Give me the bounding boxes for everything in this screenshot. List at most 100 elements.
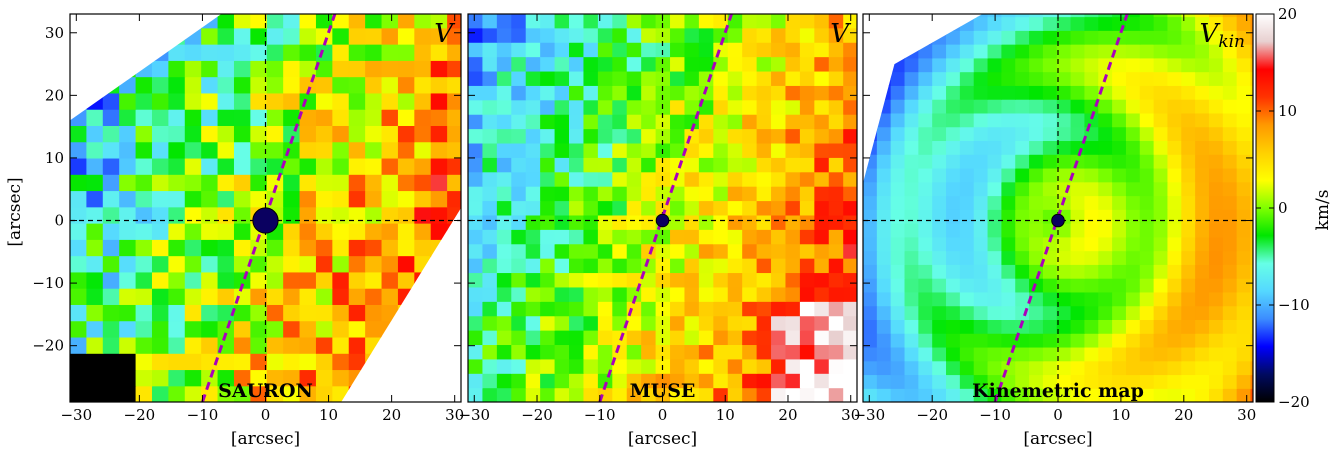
velocity-bin (1125, 209, 1141, 224)
velocity-bin (932, 112, 947, 128)
velocity-bin (799, 373, 815, 389)
velocity-bin (1056, 112, 1072, 128)
velocity-bin (1139, 126, 1155, 142)
velocity-bin (283, 206, 301, 224)
velocity-bin (771, 315, 787, 331)
velocity-bin (959, 264, 975, 279)
velocity-bin (1056, 374, 1072, 389)
velocity-bin (1112, 250, 1127, 265)
velocity-bin (670, 14, 686, 29)
velocity-bin (365, 304, 383, 322)
velocity-bin (1153, 319, 1169, 334)
velocity-bin (670, 301, 686, 317)
velocity-bin (904, 112, 919, 128)
velocity-bin (904, 44, 919, 59)
velocity-bin (918, 167, 933, 183)
velocity-bin (1250, 85, 1253, 100)
velocity-bin (771, 243, 787, 259)
velocity-bin (1250, 99, 1253, 114)
velocity-bin (511, 387, 527, 402)
velocity-bin (397, 206, 415, 224)
velocity-bin (184, 44, 202, 61)
velocity-bin (727, 99, 743, 115)
velocity-bin (814, 114, 830, 130)
velocity-bin (496, 229, 512, 245)
velocity-bin (1056, 264, 1072, 279)
velocity-bin (828, 171, 844, 187)
velocity-bin (201, 369, 219, 387)
velocity-bin (468, 301, 484, 317)
velocity-bin (70, 76, 87, 94)
velocity-bin (918, 112, 933, 128)
velocity-bin (1029, 167, 1044, 183)
velocity-bin (315, 336, 333, 354)
velocity-bin (250, 385, 268, 402)
velocity-bin (670, 243, 686, 259)
velocity-bin (1001, 388, 1016, 402)
velocity-bin (233, 14, 251, 29)
velocity-bin (946, 57, 961, 73)
velocity-bin (1181, 99, 1196, 114)
velocity-bin (540, 272, 556, 288)
velocity-bin (119, 223, 137, 240)
velocity-bin (1015, 16, 1030, 31)
velocity-bin (365, 271, 383, 289)
velocity-bin (828, 358, 844, 374)
velocity-bin (1125, 360, 1141, 376)
velocity-bin (1015, 250, 1030, 265)
velocity-bin (283, 304, 301, 322)
velocity-bin (698, 315, 714, 331)
velocity-bin (890, 181, 906, 197)
velocity-bin (569, 286, 585, 302)
velocity-bin (233, 223, 251, 240)
velocity-bin (1236, 16, 1252, 31)
velocity-bin (1195, 126, 1210, 142)
velocity-bin (1236, 388, 1252, 402)
velocity-bin (86, 190, 104, 208)
velocity-bin (569, 128, 585, 144)
velocity-bin (1153, 167, 1169, 183)
velocity-bin (742, 27, 758, 43)
velocity-bin (771, 214, 787, 230)
velocity-bin (973, 374, 989, 389)
velocity-bin (1139, 181, 1155, 197)
velocity-bin (525, 387, 541, 402)
velocity-bin (918, 278, 933, 293)
velocity-bin (727, 286, 743, 302)
velocity-bin (973, 16, 989, 31)
velocity-bin (1015, 126, 1030, 142)
velocity-bin (283, 239, 301, 257)
velocity-bin (756, 387, 772, 402)
velocity-bin (217, 174, 235, 192)
velocity-bin (1222, 44, 1238, 59)
velocity-bin (727, 258, 743, 274)
velocity-bin (447, 92, 461, 110)
velocity-bin (597, 99, 613, 115)
velocity-bin (184, 288, 202, 305)
velocity-bin (756, 243, 772, 259)
velocity-bin (135, 60, 153, 78)
velocity-map (468, 14, 857, 402)
velocity-bin (670, 56, 686, 72)
velocity-bin (946, 167, 961, 183)
velocity-bin (904, 99, 919, 114)
velocity-bin (217, 125, 235, 143)
velocity-bin (946, 360, 961, 376)
velocity-bin (1181, 44, 1196, 59)
velocity-bin (785, 229, 801, 245)
velocity-bin (102, 255, 120, 273)
velocity-bin (1015, 264, 1030, 279)
velocity-bin (1070, 112, 1086, 128)
velocity-bin (1181, 181, 1196, 197)
velocity-bin (890, 360, 906, 376)
velocity-bin (468, 286, 484, 302)
velocity-bin (655, 27, 671, 43)
velocity-bin (698, 272, 714, 288)
velocity-bin (756, 114, 772, 130)
velocity-bin (468, 373, 484, 389)
velocity-bin (843, 301, 857, 317)
velocity-bin (1208, 140, 1224, 155)
velocity-bin (727, 42, 743, 58)
velocity-bin (332, 157, 350, 175)
velocity-bin (201, 255, 219, 273)
